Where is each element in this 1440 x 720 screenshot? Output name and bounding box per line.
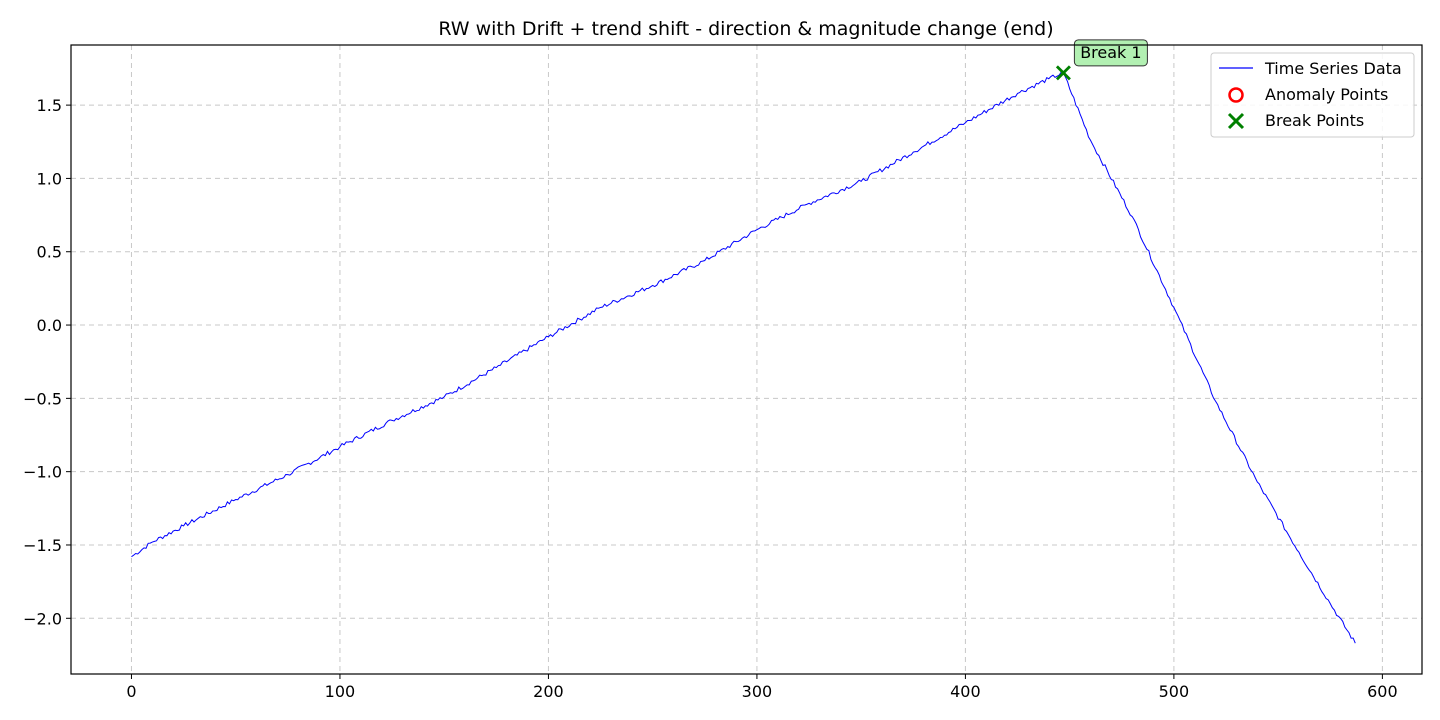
x-tick-label: 200 xyxy=(533,682,564,701)
legend-box xyxy=(1210,52,1415,138)
break-label-box xyxy=(1073,39,1148,67)
x-tick-label: 500 xyxy=(1159,682,1190,701)
x-tick-label: 0 xyxy=(126,682,136,701)
plot-frame xyxy=(70,44,1423,675)
chart-title: RW with Drift + trend shift - direction … xyxy=(438,18,1053,40)
x-tick-label: 300 xyxy=(742,682,773,701)
y-tick-label: 1.5 xyxy=(37,96,62,115)
y-tick-label: −1.5 xyxy=(23,536,62,555)
y-tick-label: 0.0 xyxy=(37,316,62,335)
y-tick-label: −1.0 xyxy=(23,463,62,482)
legend-item-break: Break Points xyxy=(1265,111,1364,130)
y-axis: −2.0 −1.5 −1.0 −0.5 0.0 0.5 1.0 1.5 xyxy=(23,96,71,628)
grid xyxy=(71,45,1422,674)
break-point-marker xyxy=(1055,65,1071,81)
x-tick-label: 600 xyxy=(1367,682,1398,701)
legend-break-marker xyxy=(1227,112,1245,130)
y-tick-label: −0.5 xyxy=(23,389,62,408)
legend: Time Series Data Anomaly Points Break Po… xyxy=(1210,52,1415,138)
series-layer xyxy=(131,71,1356,644)
x-axis: 0 100 200 300 400 500 600 xyxy=(126,674,1398,701)
legend-item-time-series: Time Series Data xyxy=(1264,59,1402,78)
x-tick-label: 100 xyxy=(325,682,356,701)
y-tick-label: 0.5 xyxy=(37,243,62,262)
x-tick-label: 400 xyxy=(950,682,981,701)
legend-item-anomaly: Anomaly Points xyxy=(1265,85,1388,104)
y-tick-label: −2.0 xyxy=(23,609,62,628)
break-label: Break 1 xyxy=(1080,43,1141,62)
y-tick-label: 1.0 xyxy=(37,169,62,188)
series-line-time-series xyxy=(131,71,1356,644)
legend-anomaly-marker xyxy=(1228,87,1244,103)
break-points-layer: Break 1 xyxy=(1055,39,1148,81)
